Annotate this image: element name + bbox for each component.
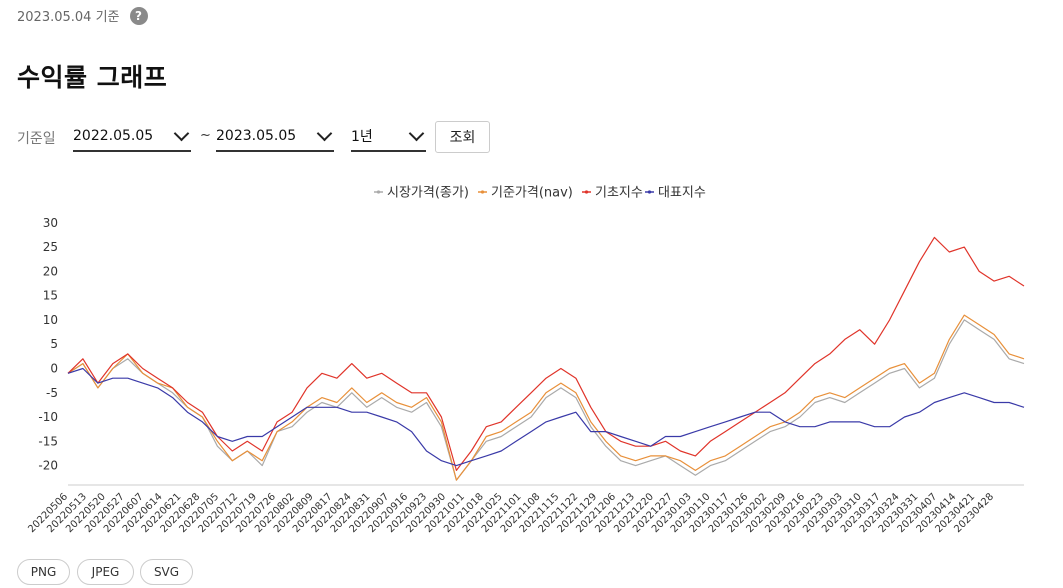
legend-label: 기초지수 bbox=[595, 186, 643, 201]
export-jpeg-button[interactable]: JPEG bbox=[77, 559, 134, 585]
export-svg-button[interactable]: SVG bbox=[140, 559, 193, 585]
x-axis: 2022050620220513202205202022052720220607… bbox=[26, 484, 1024, 535]
as-of-text: 2023.05.04 기준 bbox=[17, 10, 120, 25]
y-tick-label: -20 bbox=[38, 459, 58, 473]
y-tick-label: -5 bbox=[46, 386, 58, 400]
date-range-separator: ~ bbox=[200, 128, 211, 143]
chart-legend: 시장가격(종가) 기준가격(nav) 기초지수 대표지수 bbox=[374, 186, 706, 201]
chevron-down-icon bbox=[316, 125, 333, 141]
start-date-value: 2022.05.05 bbox=[73, 128, 154, 144]
series-line-2 bbox=[67, 314, 1025, 481]
help-icon[interactable]: ? bbox=[129, 6, 148, 25]
y-tick-label: 5 bbox=[50, 337, 58, 351]
series-line-1 bbox=[67, 319, 1025, 481]
page-title: 수익률 그래프 bbox=[17, 63, 168, 92]
end-date-select[interactable]: 2023.05.05 bbox=[216, 122, 334, 152]
legend-label: 대표지수 bbox=[658, 186, 706, 201]
y-tick-label: -10 bbox=[38, 410, 58, 424]
legend-marker bbox=[480, 190, 485, 194]
legend-item-1[interactable]: 시장가격(종가) bbox=[374, 186, 469, 201]
chart-series bbox=[67, 236, 1025, 481]
legend-marker bbox=[376, 190, 381, 194]
query-button[interactable]: 조회 bbox=[435, 121, 490, 153]
chevron-down-icon bbox=[173, 125, 190, 141]
y-axis: 30 25 20 15 10 5 0 -5 -10 -15 -20 bbox=[38, 216, 58, 473]
legend-marker bbox=[584, 190, 589, 194]
y-tick-label: 15 bbox=[43, 289, 58, 303]
legend-label: 시장가격(종가) bbox=[387, 186, 469, 201]
start-date-select[interactable]: 2022.05.05 bbox=[73, 122, 191, 152]
return-chart: 시장가격(종가) 기준가격(nav) 기초지수 대표지수 30 25 20 15 10 5 0 -5… bbox=[26, 186, 1025, 535]
series-line-3 bbox=[67, 236, 1025, 471]
y-tick-label: -15 bbox=[38, 434, 58, 448]
period-value: 1년 bbox=[351, 129, 373, 145]
chevron-down-icon bbox=[408, 125, 425, 141]
legend-item-3[interactable]: 기초지수 bbox=[582, 186, 643, 201]
legend-label: 기준가격(nav) bbox=[491, 186, 573, 201]
end-date-value: 2023.05.05 bbox=[216, 128, 297, 144]
legend-item-2[interactable]: 기준가격(nav) bbox=[478, 186, 573, 201]
period-select[interactable]: 1년 bbox=[351, 122, 426, 152]
y-tick-label: 30 bbox=[43, 216, 58, 230]
y-tick-label: 25 bbox=[43, 240, 58, 254]
filter-label: 기준일 bbox=[17, 131, 56, 147]
as-of-date: 2023.05.04 기준 ? bbox=[17, 6, 148, 25]
y-tick-label: 10 bbox=[43, 313, 58, 327]
legend-marker bbox=[647, 190, 652, 194]
y-tick-label: 20 bbox=[43, 264, 58, 278]
legend-item-4[interactable]: 대표지수 bbox=[645, 186, 706, 201]
series-line-4 bbox=[67, 367, 1025, 467]
y-tick-label: 0 bbox=[50, 361, 58, 375]
export-png-button[interactable]: PNG bbox=[17, 559, 70, 585]
